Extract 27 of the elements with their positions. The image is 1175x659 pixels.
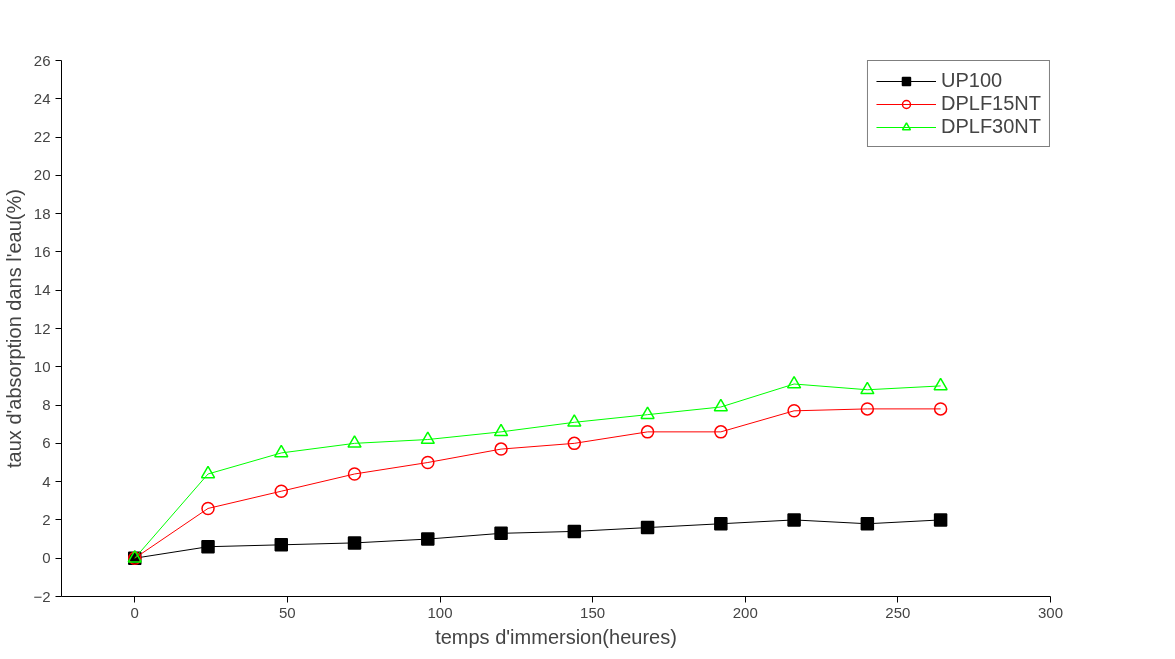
y-tick-label: −2 [33, 587, 51, 605]
legend-label: DPLF30NT [940, 115, 1041, 138]
y-tick-label: 2 [42, 510, 51, 528]
y-tick-label: 10 [33, 357, 51, 375]
legend-label: UP100 [940, 69, 1003, 92]
x-tick-label: 150 [580, 603, 606, 621]
y-tick-label: 16 [33, 242, 51, 260]
y-tick-label: 8 [42, 396, 51, 414]
x-tick-label: 300 [1037, 603, 1064, 621]
y-tick-label: 4 [42, 472, 51, 490]
y-tick-label: 22 [33, 128, 51, 146]
x-tick-label: 100 [427, 603, 453, 621]
y-tick-label: 14 [33, 281, 51, 299]
y-tick-label: 26 [33, 51, 51, 69]
x-tick-label: 250 [885, 603, 911, 621]
x-tick-label: 200 [732, 603, 758, 621]
y-tick-label: 0 [42, 549, 51, 567]
x-tick-label: 0 [130, 603, 139, 621]
y-tick-label: 6 [42, 434, 51, 452]
y-tick-label: 12 [33, 319, 51, 337]
x-axis-title: temps d'immersion(heures) [435, 625, 677, 648]
y-tick-label: 24 [33, 89, 51, 107]
x-tick-label: 50 [279, 603, 296, 621]
legend-label: DPLF15NT [940, 92, 1041, 115]
y-tick-label: 18 [33, 204, 51, 222]
y-tick-label: 20 [33, 166, 51, 184]
y-axis-title: taux d'absorption dans l'eau(%) [3, 189, 26, 468]
